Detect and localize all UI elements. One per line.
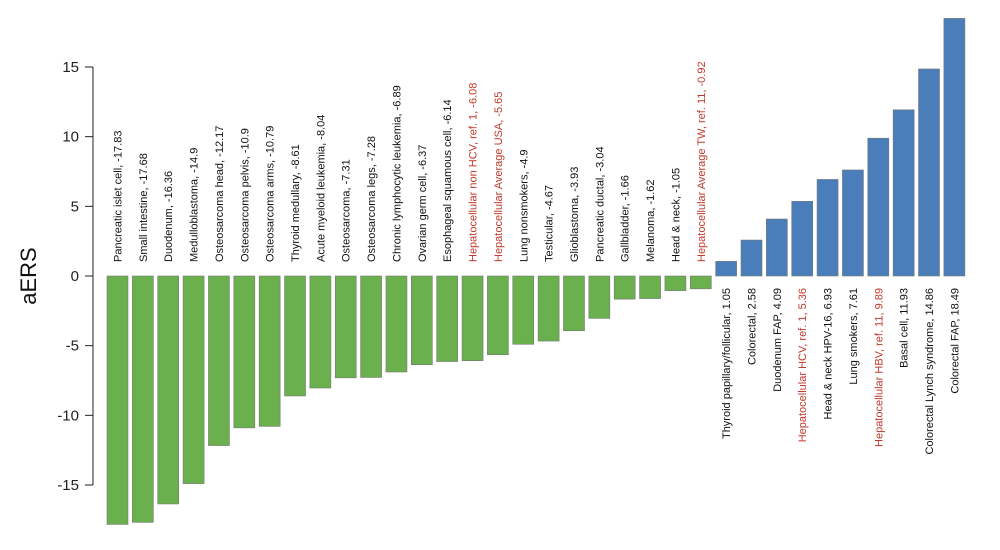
bar <box>537 275 560 342</box>
bar-label: Gallbladder, -1.66 <box>620 175 632 262</box>
bar <box>867 137 890 277</box>
bar <box>157 275 180 505</box>
bars <box>106 18 966 525</box>
bar <box>334 275 357 379</box>
bar-label: Acute myeloid leukemia, -8.04 <box>315 115 327 262</box>
bar <box>233 275 256 429</box>
bar <box>487 275 509 356</box>
y-tick-label: -5 <box>66 338 79 355</box>
bar-label: Head & neck HPV-16, 6.93 <box>823 288 835 419</box>
bar <box>842 169 864 277</box>
bar-label: Colorectal, 2.58 <box>747 288 759 365</box>
bar-label: Duodenum FAP, 4.09 <box>772 288 784 392</box>
y-tick-label: 0 <box>71 268 79 285</box>
bar-label: Colorectal Lynch syndrome, 14.86 <box>924 288 936 455</box>
bar <box>360 275 382 378</box>
bar <box>816 179 839 277</box>
y-tick-label: 10 <box>62 129 79 146</box>
bar-label: Lung smokers, 7.61 <box>848 288 860 385</box>
bar-label: Basal cell, 11.93 <box>899 288 911 368</box>
bar-label: Head & neck, -1.05 <box>670 168 682 262</box>
bar <box>106 275 129 525</box>
bar <box>639 275 661 299</box>
bar <box>284 275 306 397</box>
bar-label: Osteosarcoma arms, -10.79 <box>265 126 277 262</box>
bar-label: Medulloblastoma, -14.9 <box>189 148 201 262</box>
bar <box>613 275 636 300</box>
bar <box>563 275 585 332</box>
bar <box>385 275 408 373</box>
bar <box>588 275 611 319</box>
bar-label: Lung nonsmokers, -4.9 <box>518 149 530 262</box>
bar <box>208 275 230 446</box>
bar <box>182 275 205 484</box>
bar-label: Chronic lymphocytic leukemia, -6.89 <box>391 85 403 262</box>
bar-label: Hepatocellular Average TW, ref. 11, -0.9… <box>696 61 708 262</box>
bar <box>258 275 281 427</box>
y-tick-label: -15 <box>57 477 79 494</box>
bar-label: Testicular, -4.67 <box>544 185 556 262</box>
bar <box>512 275 535 345</box>
bar-label: Osteosarcoma, -7.31 <box>341 159 353 262</box>
bar-label: Ovarian germ cell, -6.37 <box>417 145 429 262</box>
bar-label: Hepatocellular HBV, ref. 11, 9.89 <box>873 288 885 447</box>
bar-label: Osteosarcoma legs, -7.28 <box>366 136 378 262</box>
bar <box>689 275 712 290</box>
y-tick-label: 5 <box>71 198 79 215</box>
bar-label: Osteosarcoma pelvis, -10.9 <box>239 128 251 262</box>
bar <box>411 275 433 366</box>
bar <box>664 275 687 291</box>
bar <box>132 275 154 523</box>
bar-label: Osteosarcoma head, -12.17 <box>214 126 226 262</box>
bar <box>892 109 915 277</box>
bar-label: Thyroid papillary/follicular, 1.05 <box>721 288 733 439</box>
bar-label: Small intestine, -17.68 <box>138 153 150 262</box>
bar <box>766 218 788 277</box>
bar <box>918 68 940 277</box>
bar-label: Colorectal FAP, 18.49 <box>949 288 961 394</box>
bar-label: Duodenum, -16.36 <box>163 171 175 262</box>
bar <box>309 275 332 389</box>
bar <box>740 239 763 277</box>
bar-label: Pancreatic ductal, -3.04 <box>594 146 606 262</box>
bar-label: Hepatocellular non HCV, ref. 1, -6.08 <box>468 83 480 262</box>
bar-label: Thyroid medullary, -8.61 <box>290 144 302 262</box>
y-axis: -15 -10 -5 0 5 10 15 <box>57 59 94 494</box>
bar <box>436 275 458 362</box>
bar-labels: Pancreatic islet cell, -17.83 Small intes… <box>113 61 962 454</box>
bar-label: Glioblastoma, -3.93 <box>569 167 581 262</box>
bar <box>461 275 484 362</box>
bar-label: Melanoma, -1.62 <box>645 179 657 262</box>
bar <box>715 261 737 277</box>
y-tick-label: 15 <box>62 59 79 76</box>
bar <box>791 201 814 277</box>
bar-label: Hepatocellular Average USA, -5.65 <box>493 92 505 262</box>
bar-label: Esophageal squamous cell, -6.14 <box>442 99 454 262</box>
y-tick-label: -10 <box>57 407 79 424</box>
bar <box>943 18 966 277</box>
bar-label: Hepatocellular HCV, ref. 1, 5.36 <box>797 288 809 442</box>
bar-label: Pancreatic islet cell, -17.83 <box>113 131 125 262</box>
y-axis-title: aERS <box>16 247 41 304</box>
